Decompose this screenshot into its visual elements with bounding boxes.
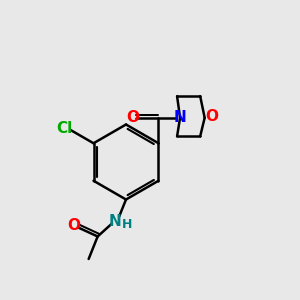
- Text: N: N: [109, 214, 122, 229]
- Text: O: O: [205, 109, 218, 124]
- Text: O: O: [126, 110, 139, 125]
- Text: Cl: Cl: [57, 121, 73, 136]
- Text: H: H: [122, 218, 132, 231]
- Text: O: O: [68, 218, 80, 233]
- Text: N: N: [174, 110, 187, 125]
